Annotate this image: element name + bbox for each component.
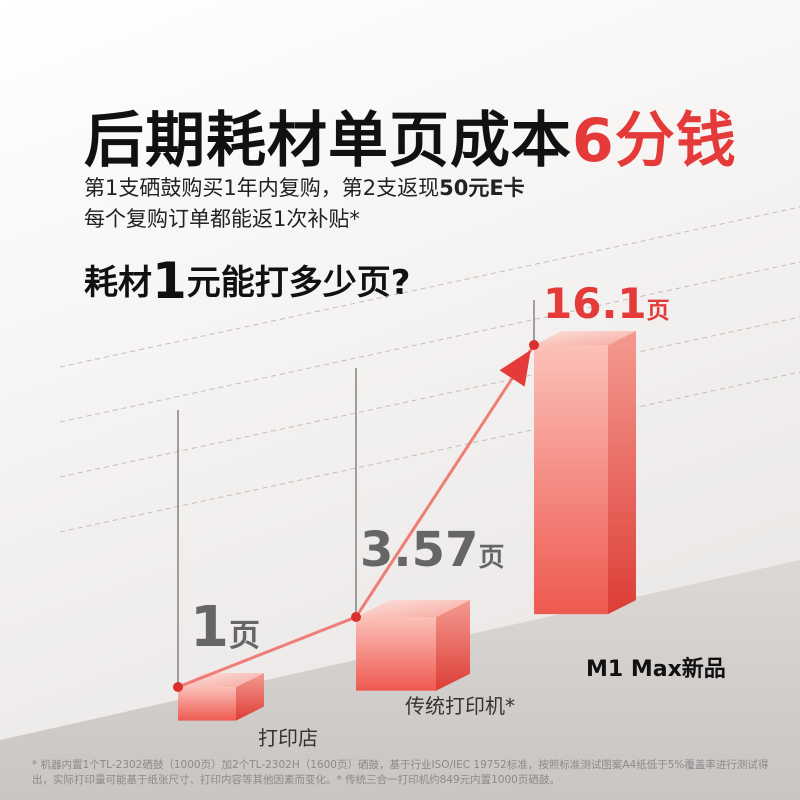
gridline <box>59 316 800 478</box>
subtitle-bold: 50元E卡 <box>439 176 525 200</box>
value-label-1: 1页 <box>190 595 260 660</box>
gridline <box>59 261 800 423</box>
category-label-2: 传统打印机* <box>405 694 515 718</box>
bar-top-2 <box>356 600 470 617</box>
subtitle-line-1: 第1支硒鼓购买1年内复购，第2支返现50元E卡 <box>84 176 525 200</box>
category-label-3: M1 Max新品 <box>586 656 726 682</box>
question-number: 1 <box>152 252 187 310</box>
footnote: * 机器内置1个TL-2302硒鼓（1000页）加2个TL-2302H（1600… <box>32 759 769 786</box>
chart-question: 耗材1元能打多少页? <box>84 252 411 310</box>
bar-top-3 <box>534 331 636 345</box>
category-label-1: 打印店 <box>258 726 318 750</box>
bar-side-2 <box>436 600 470 691</box>
bar-2 <box>356 617 436 691</box>
value-label-2: 3.57页 <box>360 522 504 578</box>
data-point-3 <box>529 340 539 350</box>
subtitle-line-2: 每个复购订单都能返1次补贴* <box>84 207 360 231</box>
bar-side-1 <box>236 673 264 721</box>
bar-1 <box>178 687 236 721</box>
bar-3 <box>534 345 608 615</box>
title-highlight: 6分钱 <box>572 106 737 176</box>
data-point-2 <box>351 612 361 622</box>
gridline <box>59 371 800 533</box>
page-title: 后期耗材单页成本6分钱 <box>84 106 737 176</box>
gridline <box>59 206 800 368</box>
bar-side-3 <box>608 331 636 615</box>
trend-arrowhead <box>499 350 531 387</box>
bar-top-1 <box>178 673 264 687</box>
data-point-1 <box>173 682 183 692</box>
value-label-3: 16.1页 <box>543 279 670 328</box>
